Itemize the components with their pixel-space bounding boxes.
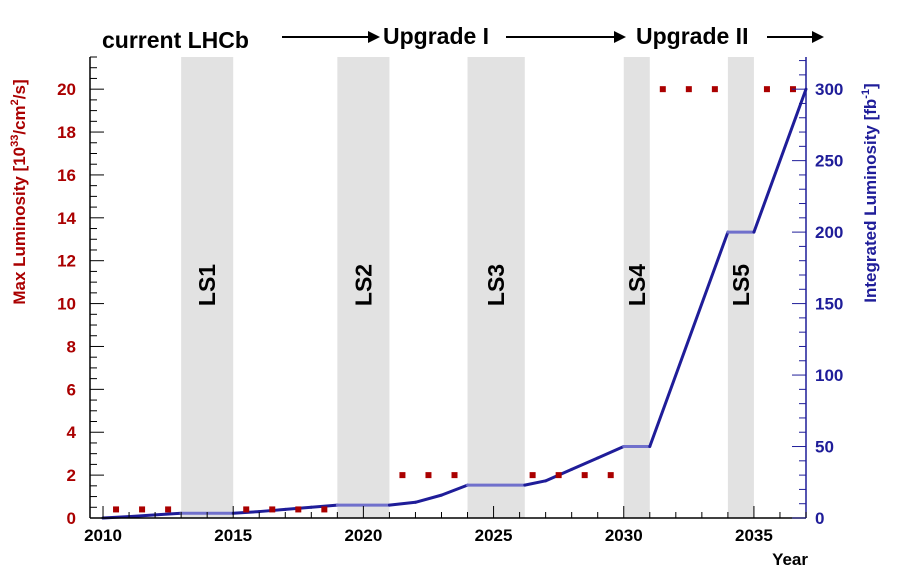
max-luminosity-point — [139, 506, 146, 513]
shutdown-band-ls3 — [467, 57, 525, 518]
phase-header: current LHCb Upgrade I Upgrade II — [102, 23, 824, 53]
max-luminosity-point — [243, 506, 250, 513]
max-luminosity-point — [529, 472, 536, 479]
max-luminosity-point — [581, 472, 588, 479]
y-left-tick-label: 18 — [57, 123, 76, 142]
y-right-tick-label: 200 — [815, 223, 843, 242]
integrated-luminosity-segment — [153, 511, 183, 517]
max-luminosity-point — [555, 472, 562, 479]
y-axis-left-title: Max Luminosity [1033/cm2/s] — [9, 79, 29, 304]
y-left-tick-label: 2 — [67, 466, 76, 485]
shutdown-band-ls2 — [337, 57, 390, 518]
phase-arrow-1 — [282, 31, 380, 43]
y-left-tick-label: 10 — [57, 295, 76, 314]
shutdown-label-ls5: LS5 — [728, 264, 754, 306]
y-right-tick-label: 0 — [815, 509, 824, 528]
shutdown-bands: LS1 LS2 LS3 LS4 LS5 — [181, 57, 754, 518]
max-luminosity-point — [113, 506, 120, 513]
integrated-luminosity-segment — [413, 493, 443, 504]
max-luminosity-point — [607, 472, 614, 479]
shutdown-label-ls3: LS3 — [483, 264, 509, 306]
y-right-tick-label: 300 — [815, 80, 843, 99]
y-left-tick-label: 16 — [57, 166, 76, 185]
integrated-luminosity-segment — [309, 503, 339, 509]
y-left-tick-label: 4 — [67, 423, 77, 442]
integrated-luminosity-segment — [231, 510, 261, 515]
axes: 2010 2015 2020 2025 2030 2035 0 2 4 6 8 10 12 14 16 18 2… — [57, 56, 843, 545]
max-luminosity-point — [711, 86, 718, 93]
y-right-tick-label: 100 — [815, 366, 843, 385]
integrated-luminosity-segment — [439, 483, 470, 497]
max-luminosity-point — [425, 472, 432, 479]
phase-label-upgrade-1: Upgrade I — [383, 23, 489, 49]
x-tick-label: 2010 — [84, 526, 122, 545]
y-right-tick-label: 150 — [815, 295, 843, 314]
y-axis-right-title: Integrated Luminosity [fb-1] — [860, 83, 880, 302]
y-left-tick-label: 20 — [57, 80, 76, 99]
integrated-luminosity-segment — [570, 456, 600, 471]
max-luminosity-point — [685, 86, 692, 93]
x-axis-title: Year — [772, 550, 808, 569]
max-luminosity-point — [165, 506, 172, 513]
integrated-luminosity-segment — [127, 513, 157, 519]
integrated-luminosity-segment — [648, 230, 730, 449]
x-tick-label: 2015 — [214, 526, 252, 545]
x-tick-label: 2035 — [735, 526, 773, 545]
axis-titles: Max Luminosity [1033/cm2/s] Integrated L… — [9, 79, 880, 569]
phase-label-current-lhcb: current LHCb — [102, 27, 249, 53]
x-tick-label: 2030 — [605, 526, 643, 545]
phase-arrow-3 — [767, 31, 824, 43]
shutdown-label-ls2: LS2 — [350, 264, 376, 306]
max-luminosity-point — [399, 472, 406, 479]
y-right-tick-label: 50 — [815, 438, 834, 457]
max-luminosity-point — [295, 506, 302, 513]
integrated-luminosity-segment — [752, 87, 808, 234]
shutdown-band-ls1 — [181, 57, 234, 518]
phase-label-upgrade-2: Upgrade II — [636, 23, 748, 49]
data-series — [101, 86, 808, 520]
phase-arrow-2 — [506, 31, 626, 43]
shutdown-label-ls1: LS1 — [194, 264, 220, 306]
x-tick-label: 2020 — [344, 526, 382, 545]
shutdown-band-ls5 — [727, 57, 754, 518]
shutdown-band-ls4 — [623, 57, 650, 518]
integrated-luminosity-segment — [387, 500, 417, 507]
y-right-tick-label: 250 — [815, 152, 843, 171]
integrated-luminosity-segment — [596, 445, 626, 460]
x-tick-label: 2025 — [475, 526, 513, 545]
y-left-tick-label: 0 — [67, 509, 76, 528]
max-luminosity-point — [269, 506, 276, 513]
max-luminosity-point — [763, 86, 770, 93]
y-left-tick-label: 14 — [57, 209, 76, 228]
max-luminosity-point — [451, 472, 458, 479]
max-luminosity-point — [659, 86, 666, 93]
max-luminosity-point — [321, 506, 328, 513]
y-left-tick-label: 6 — [67, 380, 76, 399]
shutdown-label-ls4: LS4 — [624, 264, 650, 306]
y-left-tick-label: 8 — [67, 337, 76, 356]
y-left-tick-label: 12 — [57, 252, 76, 271]
integrated-luminosity-segment — [523, 479, 548, 487]
